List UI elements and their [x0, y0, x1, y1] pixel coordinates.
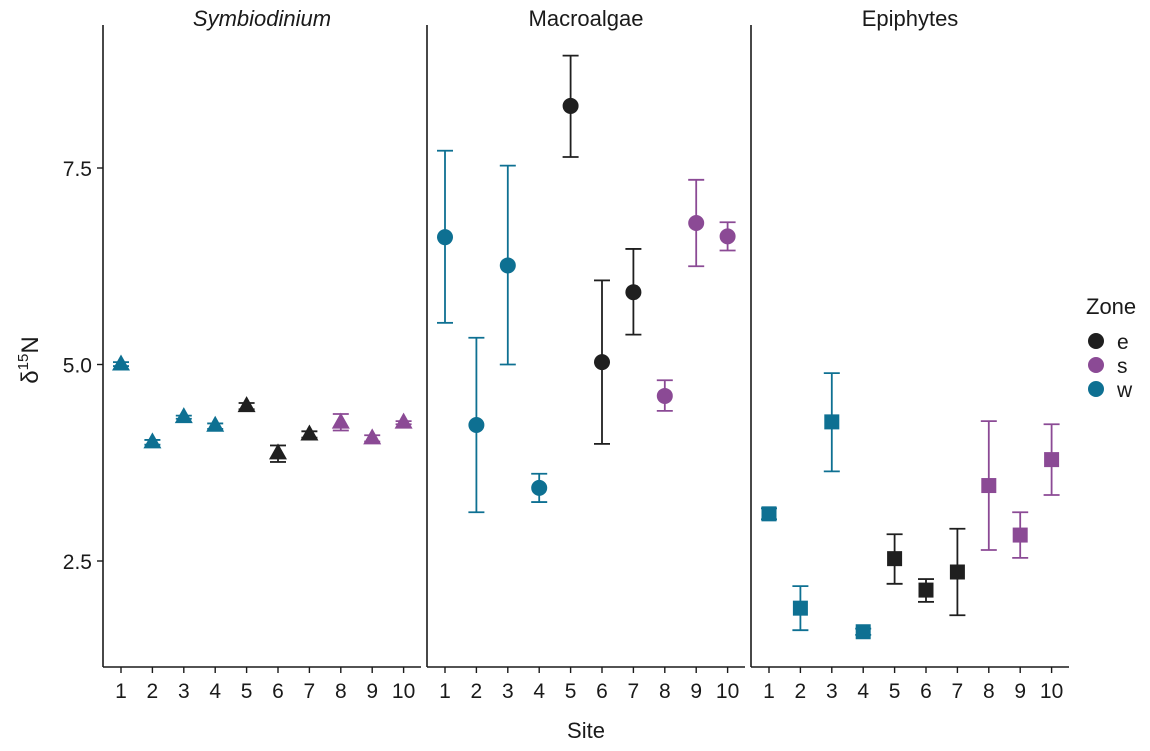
- x-tick-label: 7: [628, 680, 640, 703]
- legend-label-s: s: [1117, 355, 1128, 378]
- legend-key-e: [1088, 333, 1104, 349]
- x-tick-label: 10: [716, 680, 739, 703]
- legend-title: Zone: [1086, 294, 1136, 319]
- x-tick-label: 2: [147, 680, 159, 703]
- x-tick-label: 9: [690, 680, 702, 703]
- x-tick-label: 1: [763, 680, 775, 703]
- y-tick-label: 7.5: [63, 158, 92, 181]
- y-tick-label: 5.0: [63, 355, 92, 378]
- x-tick-label: 2: [795, 680, 807, 703]
- x-tick-label: 4: [857, 680, 869, 703]
- x-tick-label: 5: [889, 680, 901, 703]
- data-point-circle: [562, 97, 579, 114]
- x-tick-label: 3: [178, 680, 190, 703]
- data-point-square: [949, 564, 965, 580]
- x-tick-label: 3: [502, 680, 514, 703]
- data-point-triangle: [174, 407, 193, 424]
- data-point-square: [1012, 527, 1028, 543]
- x-tick-label: 10: [392, 680, 415, 703]
- data-point-circle: [688, 215, 705, 232]
- panel-title: Macroalgae: [529, 6, 644, 31]
- panel-title: Symbiodinium: [193, 6, 331, 31]
- panel-epiphytes: Epiphytes 1 2 3 4 5 6 7 8 9 10: [750, 6, 1069, 703]
- data-point-triangle: [112, 354, 130, 371]
- panel-title: Epiphytes: [862, 6, 959, 31]
- panel-symbiodinium: Symbiodinium 1 2 3 4 5 6 7 8 9 10: [102, 6, 421, 703]
- x-tick-label: 10: [1040, 680, 1063, 703]
- data-point-circle: [594, 354, 610, 371]
- x-tick-label: 4: [533, 680, 545, 703]
- legend-label-w: w: [1116, 379, 1133, 402]
- data-point-circle: [719, 228, 736, 245]
- data-point-circle: [468, 417, 485, 434]
- x-tick-label: 8: [983, 680, 995, 703]
- x-tick-label: 9: [366, 680, 378, 703]
- data-point-square: [981, 478, 997, 494]
- x-tick-label: 8: [335, 680, 347, 703]
- data-point-square: [824, 414, 840, 430]
- data-point-circle: [531, 479, 548, 496]
- data-point-triangle: [206, 415, 225, 432]
- x-tick-label: 6: [596, 680, 608, 703]
- panel-macroalgae: Macroalgae 1 2 3 4 5 6 7 8 9 10: [426, 6, 745, 703]
- x-tick-label: 1: [439, 680, 451, 703]
- y-axis: 2.5 5.0 7.5: [63, 158, 103, 574]
- x-tick-label: 5: [565, 680, 577, 703]
- legend-key-w: [1088, 381, 1104, 397]
- data-point-square: [887, 551, 903, 567]
- data-point-circle: [437, 229, 453, 246]
- x-tick-label: 6: [920, 680, 932, 703]
- x-axis-title: Site: [567, 718, 605, 743]
- data-point-square: [918, 582, 934, 598]
- x-tick-label: 1: [115, 680, 127, 703]
- data-point-triangle: [143, 432, 162, 449]
- x-tick-label: 8: [659, 680, 671, 703]
- x-tick-label: 2: [471, 680, 483, 703]
- legend: Zone esw: [1086, 294, 1136, 402]
- x-tick-label: 3: [826, 680, 838, 703]
- data-point-square: [1044, 452, 1060, 468]
- data-point-triangle: [363, 428, 382, 445]
- x-tick-label: 4: [209, 680, 221, 703]
- y-axis-title: δ15N: [15, 336, 44, 383]
- data-point-square: [792, 600, 808, 616]
- data-point-circle: [656, 387, 673, 404]
- x-tick-label: 5: [241, 680, 253, 703]
- data-point-triangle: [237, 396, 256, 413]
- data-point-square: [761, 506, 777, 522]
- data-point-circle: [625, 284, 642, 301]
- x-tick-label: 7: [304, 680, 316, 703]
- legend-key-s: [1088, 357, 1104, 373]
- data-point-triangle: [269, 443, 287, 460]
- data-point-triangle: [300, 424, 319, 441]
- x-tick-label: 9: [1014, 680, 1026, 703]
- data-point-triangle: [394, 412, 413, 429]
- y-tick-label: 2.5: [63, 551, 92, 574]
- data-point-circle: [499, 257, 516, 274]
- data-point-square: [855, 624, 871, 640]
- data-point-triangle: [331, 412, 350, 429]
- x-tick-label: 6: [272, 680, 284, 703]
- x-tick-label: 7: [952, 680, 964, 703]
- legend-label-e: e: [1117, 331, 1129, 354]
